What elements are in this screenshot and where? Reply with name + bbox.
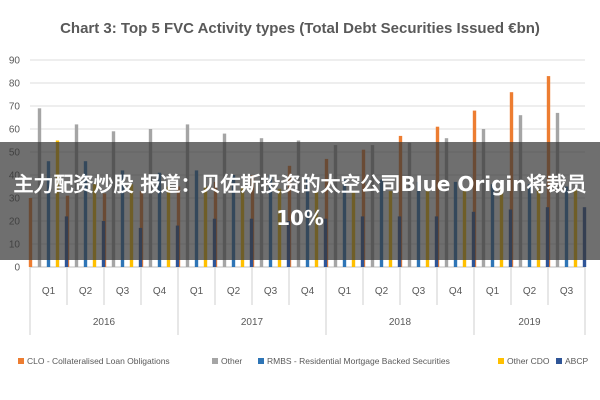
legend-label: Other CDO	[507, 356, 550, 366]
x-tick-label: Q3	[412, 286, 426, 297]
x-tick-label: Q1	[42, 286, 56, 297]
x-tick-label: Q2	[79, 286, 93, 297]
overlay-banner: 主力配资炒股 报道：贝佐斯投资的太空公司Blue Origin将裁员10%	[0, 142, 600, 260]
legend-label: CLO - Collateralised Loan Obligations	[27, 356, 170, 366]
overlay-text: 主力配资炒股 报道：贝佐斯投资的太空公司Blue Origin将裁员10%	[13, 172, 587, 230]
y-tick-label: 80	[9, 79, 21, 90]
x-tick-label: Q2	[523, 286, 537, 297]
year-label: 2018	[389, 317, 412, 328]
legend-label: RMBS - Residential Mortgage Backed Secur…	[267, 356, 450, 366]
x-tick-label: Q4	[301, 286, 315, 297]
x-tick-label: Q1	[190, 286, 204, 297]
x-tick-label: Q3	[116, 286, 130, 297]
legend-swatch	[258, 358, 264, 364]
year-label: 2019	[518, 317, 541, 328]
x-tick-label: Q4	[449, 286, 463, 297]
chart-title: Chart 3: Top 5 FVC Activity types (Total…	[60, 20, 540, 37]
year-label: 2016	[93, 317, 116, 328]
x-tick-label: Q3	[560, 286, 574, 297]
legend-label: Other	[221, 356, 242, 366]
x-tick-label: Q1	[338, 286, 352, 297]
legend-swatch	[556, 358, 562, 364]
legend-label: ABCP	[565, 356, 588, 366]
y-tick-label: 60	[9, 125, 21, 136]
legend-swatch	[498, 358, 504, 364]
year-label: 2017	[241, 317, 264, 328]
y-tick-label: 90	[9, 56, 21, 67]
y-tick-label: 70	[9, 102, 21, 113]
legend-swatch	[212, 358, 218, 364]
y-tick-label: 0	[14, 263, 20, 274]
legend-swatch	[18, 358, 24, 364]
x-tick-label: Q2	[227, 286, 241, 297]
x-tick-label: Q1	[486, 286, 500, 297]
x-tick-label: Q4	[153, 286, 167, 297]
x-tick-label: Q2	[375, 286, 389, 297]
x-tick-label: Q3	[264, 286, 278, 297]
